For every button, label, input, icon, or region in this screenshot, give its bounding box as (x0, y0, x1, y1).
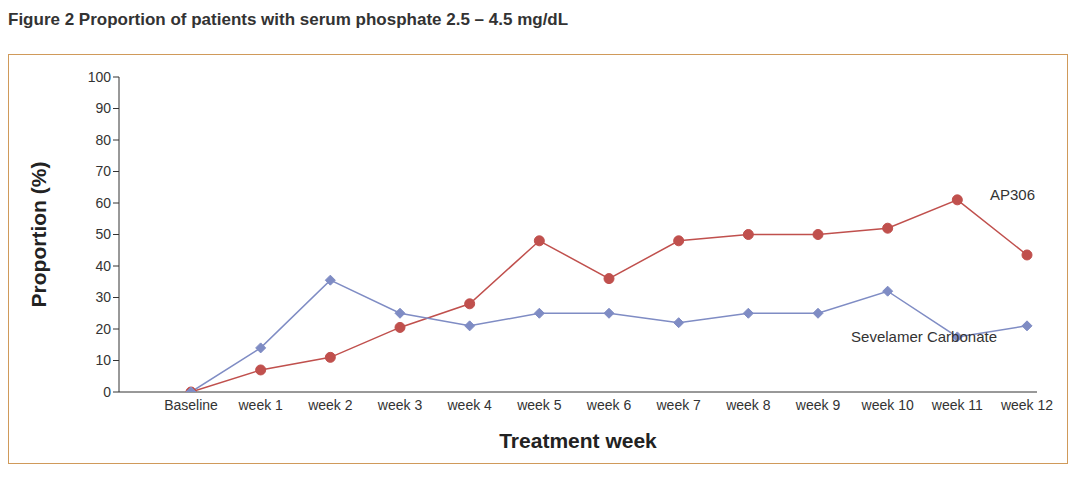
svg-text:0: 0 (103, 384, 111, 400)
svg-text:week 8: week 8 (725, 397, 771, 413)
svg-text:Baseline: Baseline (164, 397, 218, 413)
svg-text:60: 60 (95, 195, 111, 211)
svg-text:40: 40 (95, 258, 111, 274)
html-text:Figure 2 Proportion of patient: Figure 2 Proportion of patients with ser… (8, 10, 569, 29)
svg-text:80: 80 (95, 132, 111, 148)
svg-text:week 10: week 10 (861, 397, 914, 413)
svg-text:week 9: week 9 (795, 397, 841, 413)
svg-text:90: 90 (95, 100, 111, 116)
svg-text:week 2: week 2 (307, 397, 353, 413)
svg-text:20: 20 (95, 321, 111, 337)
svg-text:100: 100 (88, 69, 112, 85)
svg-text:week 5: week 5 (516, 397, 562, 413)
svg-text:50: 50 (95, 226, 111, 242)
svg-text:Sevelamer Carbonate: Sevelamer Carbonate (851, 328, 997, 345)
svg-text:AP306: AP306 (990, 186, 1035, 203)
svg-text:week 6: week 6 (586, 397, 632, 413)
svg-text:week 11: week 11 (931, 397, 983, 413)
svg-text:Treatment week: Treatment week (499, 429, 657, 452)
svg-text:week 1: week 1 (237, 397, 283, 413)
svg-text:week 3: week 3 (377, 397, 423, 413)
svg-text:week 4: week 4 (446, 397, 492, 413)
svg-text:week 12: week 12 (1000, 397, 1053, 413)
svg-text:Proportion (%): Proportion (%) (27, 162, 50, 308)
svg-text:10: 10 (95, 352, 111, 368)
svg-text:70: 70 (95, 163, 111, 179)
svg-text:week 7: week 7 (655, 397, 701, 413)
svg-text:30: 30 (95, 289, 111, 305)
